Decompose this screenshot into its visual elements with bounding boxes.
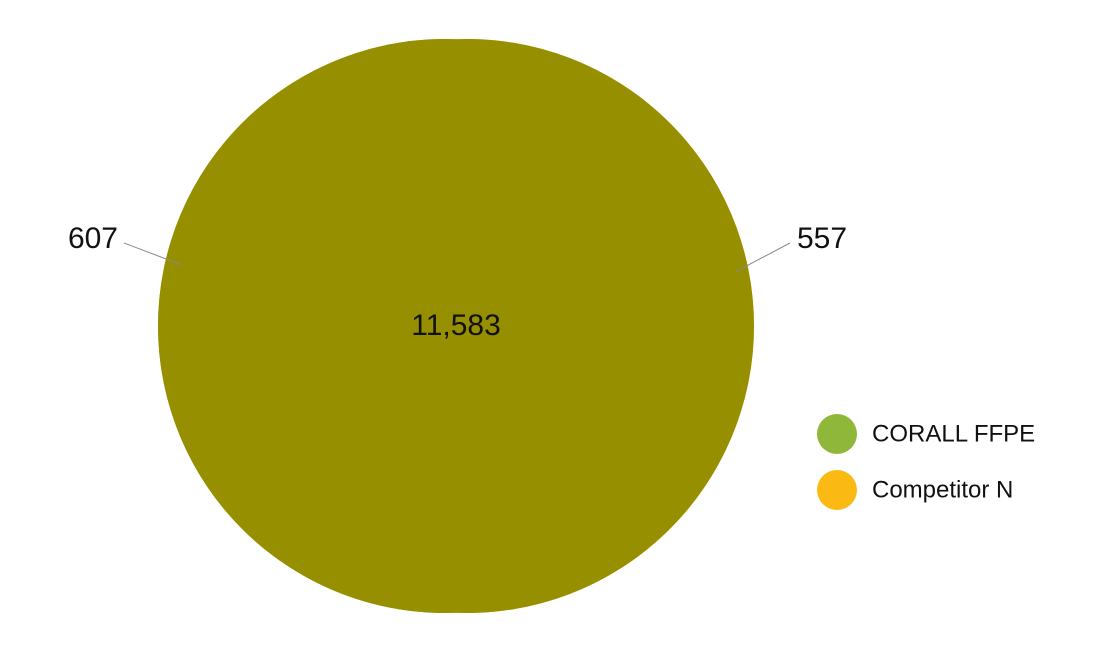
leader-line [734,242,791,273]
legend-marker [817,470,857,510]
set-only-label: 557 [797,222,847,255]
leader-line [123,242,183,266]
legend-label: Competitor N [872,476,1013,503]
legend-marker [817,414,857,454]
overlap-region [157,38,754,613]
legend-label: CORALL FFPE [872,420,1035,447]
overlap-label: 11,583 [411,309,501,342]
set-only-label: 607 [68,222,118,255]
